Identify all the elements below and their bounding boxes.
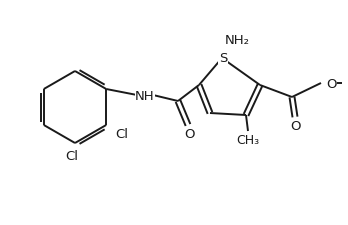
- Text: Cl: Cl: [116, 127, 129, 140]
- Text: CH₃: CH₃: [236, 134, 260, 147]
- Text: NH₂: NH₂: [224, 34, 250, 47]
- Text: O: O: [291, 120, 301, 133]
- Text: S: S: [219, 51, 227, 64]
- Text: Cl: Cl: [65, 149, 79, 162]
- Text: NH: NH: [135, 89, 155, 102]
- Text: O: O: [326, 77, 337, 90]
- Text: O: O: [185, 128, 195, 141]
